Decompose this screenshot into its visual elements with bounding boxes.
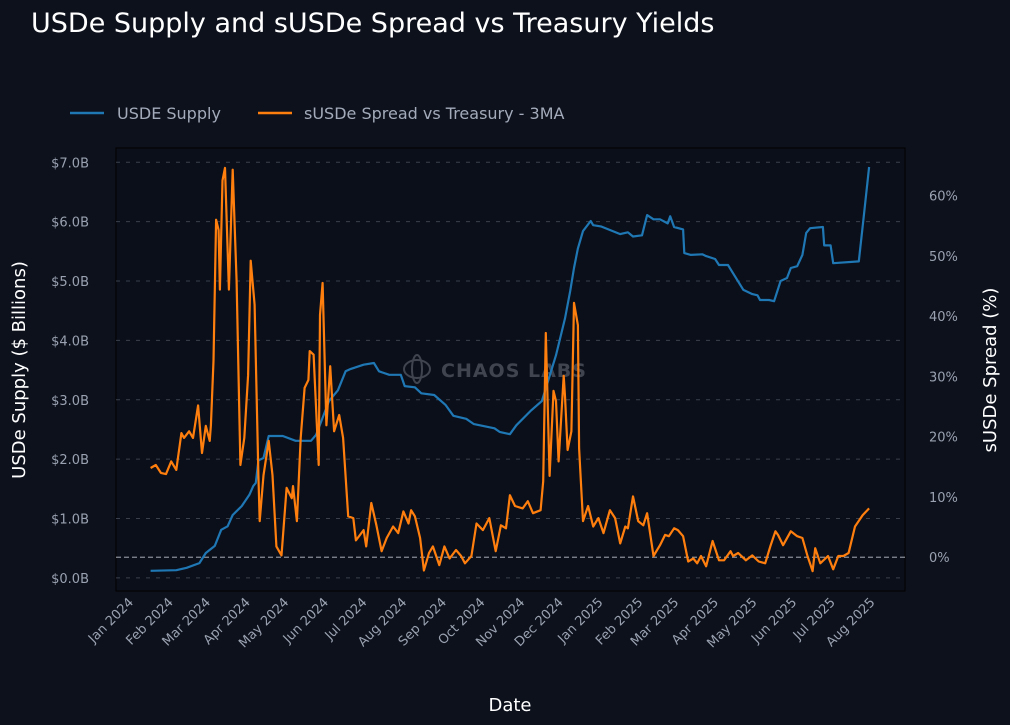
legend-label-spread: sUSDe Spread vs Treasury - 3MA [304,104,565,123]
y-axis-right-label: sUSDe Spread (%) [980,288,1001,453]
chart-title: USDe Supply and sUSDe Spread vs Treasury… [31,8,714,39]
legend-label-supply: USDE Supply [117,104,221,123]
y-left-tick-label: $6.0B [51,216,89,231]
susde-spread-line [150,166,870,573]
grid [116,161,905,579]
y-right-tick-label: 30% [929,370,958,385]
y-left-tick-label: $5.0B [51,275,89,290]
chaos-labs-logo-icon [403,354,431,384]
y-left-tick-label: $2.0B [51,453,89,468]
y-axis-left-label: USDe Supply ($ Billions) [9,261,30,479]
series-layer [150,166,871,573]
watermark-text: CHAOS LABS [441,360,587,382]
y-right-tick-label: 50% [929,250,958,265]
y-left-tick-label: $0.0B [51,572,89,587]
legend: USDE Supply sUSDe Spread vs Treasury - 3… [70,104,565,123]
y-right-tick-label: 20% [929,431,958,446]
y-left-tick-label: $4.0B [51,334,89,349]
y-left-tick-label: $1.0B [51,513,89,528]
y-left-tick-label: $7.0B [51,156,89,171]
x-axis-label: Date [488,695,531,716]
usde-supply-line [150,166,871,572]
y-right-tick-label: 10% [929,491,958,506]
y-right-tick-label: 40% [929,310,958,325]
y-right-tick-label: 60% [929,190,958,205]
y-right-tick-label: 0% [929,551,950,566]
y-left-tick-label: $3.0B [51,394,89,409]
